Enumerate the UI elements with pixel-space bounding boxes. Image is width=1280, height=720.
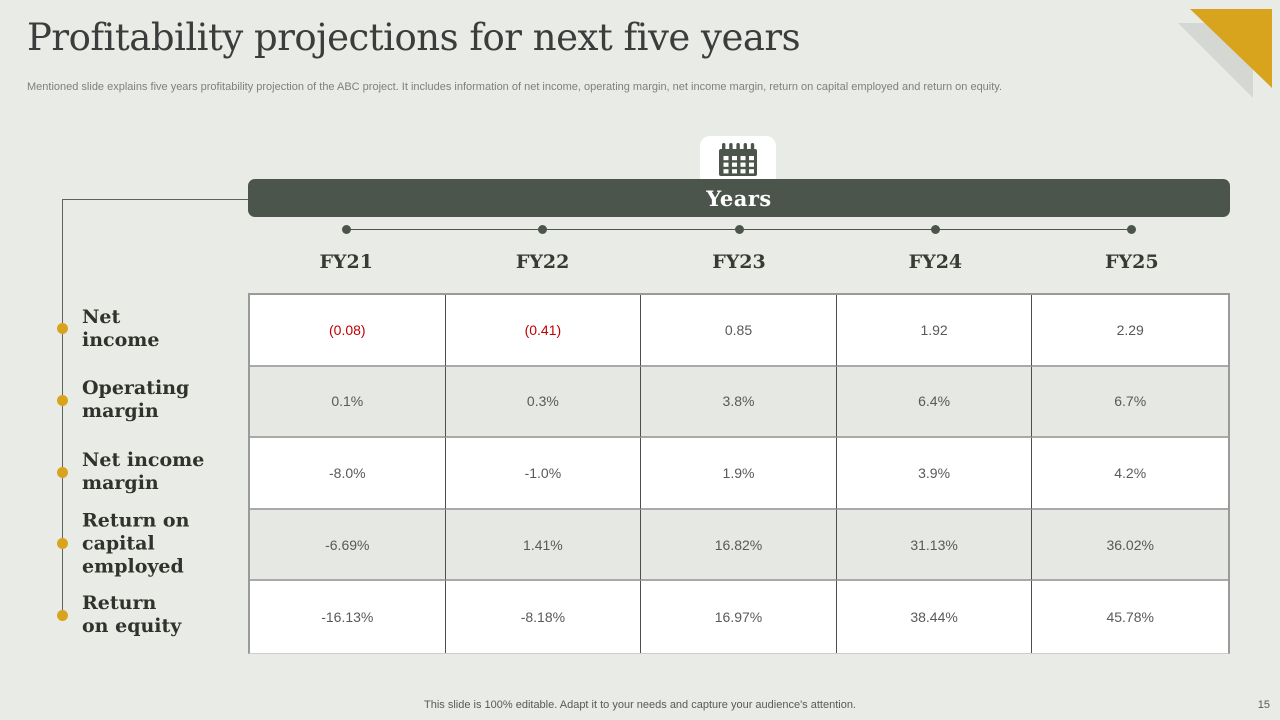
timeline-dot	[538, 225, 548, 234]
table-cell: -6.69%	[250, 509, 446, 582]
year-label: FY22	[515, 251, 570, 273]
row-label: Net income	[82, 305, 160, 351]
table-cell: 0.85	[641, 295, 837, 367]
table-cell: (0.41)	[445, 295, 642, 367]
row-marker-dot	[56, 538, 68, 550]
row-label: Return on capital employed	[82, 509, 190, 578]
table-cell: 31.13%	[836, 509, 1033, 582]
row-marker-dot	[56, 609, 68, 621]
corner-decoration	[1178, 9, 1272, 98]
table-cell: 16.97%	[641, 581, 837, 653]
row-marker-dot	[56, 394, 68, 406]
table-cell: 16.82%	[641, 509, 837, 582]
timeline-dot	[1127, 225, 1137, 234]
years-header-label: Years	[706, 185, 772, 211]
row-marker-dot	[56, 466, 68, 478]
row-label: Net income margin	[82, 449, 205, 494]
table-cell: 38.44%	[836, 581, 1033, 653]
table-cell: 45.78%	[1032, 581, 1228, 653]
year-label: FY23	[712, 251, 766, 273]
table-cell: 36.02%	[1032, 509, 1228, 582]
gold-triangle	[1190, 9, 1272, 88]
table-cell: 1.92	[836, 295, 1033, 367]
table-cell: 1.9%	[641, 438, 837, 510]
table-cell: 3.9%	[836, 438, 1033, 510]
table-cell: 2.29	[1032, 295, 1228, 367]
table-cell: 3.8%	[641, 366, 837, 439]
year-label: FY21	[319, 251, 373, 273]
page-title: Profitability projections for next five …	[27, 16, 801, 59]
table-cell: 6.4%	[836, 366, 1033, 439]
table-cell: -16.13%	[250, 581, 446, 653]
year-label: FY24	[908, 251, 963, 273]
timeline-dot	[734, 225, 744, 234]
data-table: (0.08) (0.41) 0.85 1.92 2.29 0.1% 0.3% 3.8% 6.4%…	[248, 293, 1230, 654]
connector-line-horizontal	[62, 199, 248, 200]
row-label: Return on equity	[82, 592, 182, 638]
table-cell: 4.2%	[1032, 438, 1228, 510]
timeline-dot	[341, 225, 351, 234]
slide-subtitle: Mentioned slide explains five years prof…	[27, 81, 1003, 93]
table-cell: -8.0%	[250, 438, 446, 510]
year-label: FY25	[1105, 251, 1159, 273]
row-marker-dot	[56, 323, 68, 335]
footer-note: This slide is 100% editable. Adapt it to…	[424, 699, 856, 711]
table-cell: 0.1%	[250, 366, 446, 439]
page-number: 15	[1257, 699, 1270, 711]
years-header-bar: Years	[248, 179, 1230, 217]
table-cell: 1.41%	[445, 509, 642, 582]
table-cell: 0.3%	[445, 366, 642, 439]
row-label: Operating margin	[82, 377, 190, 423]
table-cell: -8.18%	[445, 581, 642, 653]
table-cell: 6.7%	[1032, 366, 1228, 439]
connector-line-vertical	[62, 199, 63, 616]
table-cell: -1.0%	[445, 438, 642, 510]
calendar-icon	[719, 143, 757, 176]
table-cell: (0.08)	[250, 295, 446, 367]
timeline-dot	[930, 225, 940, 234]
